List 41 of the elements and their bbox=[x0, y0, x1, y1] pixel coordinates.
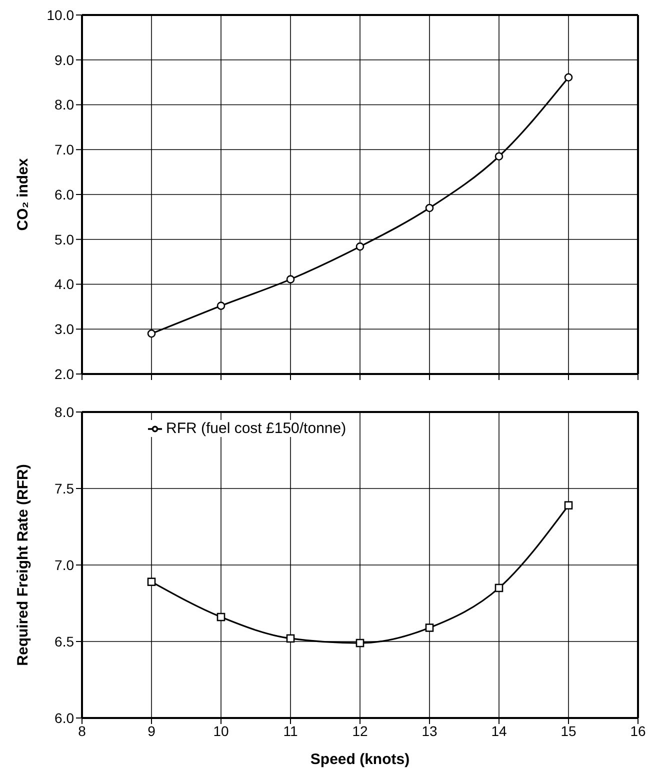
x-tick-label: 10 bbox=[213, 722, 229, 739]
y-axis-title: CO₂ index bbox=[14, 158, 32, 231]
x-tick-label: 8 bbox=[78, 722, 86, 739]
x-tick-label: 9 bbox=[148, 722, 156, 739]
y-tick-label: 7.5 bbox=[54, 480, 74, 496]
point bbox=[216, 302, 226, 310]
x-tick-label: 15 bbox=[560, 722, 576, 739]
y-tick-label: 6.5 bbox=[54, 633, 74, 650]
y-tick-label: 7.0 bbox=[54, 556, 74, 573]
y-tick-label: 3.0 bbox=[54, 321, 74, 338]
point bbox=[494, 152, 504, 161]
point bbox=[286, 275, 295, 284]
y-tick-label: 2.0 bbox=[54, 366, 74, 382]
point bbox=[147, 578, 156, 586]
y-axis-title: Required Freight Rate (RFR) bbox=[14, 464, 32, 666]
legend-label: RFR (fuel cost £150/tonne) bbox=[166, 420, 346, 437]
y-tick-label: 5.0 bbox=[54, 231, 74, 248]
x-tick-label: 11 bbox=[283, 722, 298, 739]
x-tick-label: 12 bbox=[352, 722, 368, 739]
point bbox=[286, 634, 295, 643]
point bbox=[425, 204, 434, 212]
point bbox=[564, 501, 573, 510]
x-tick-label: 13 bbox=[422, 722, 438, 739]
y-tick-label: 9.0 bbox=[54, 52, 74, 68]
y-tick-label: 8.0 bbox=[54, 404, 74, 420]
point bbox=[425, 624, 434, 632]
point bbox=[147, 329, 156, 338]
y-tick-label: 10.0 bbox=[46, 6, 74, 23]
x-axis-title: Speed (knots) bbox=[310, 751, 410, 768]
point bbox=[564, 73, 573, 82]
point bbox=[216, 612, 226, 622]
point bbox=[494, 584, 504, 592]
point bbox=[356, 242, 364, 251]
point bbox=[356, 638, 364, 648]
y-tick-label: 6.0 bbox=[54, 710, 74, 726]
y-tick-label: 6.0 bbox=[54, 186, 74, 202]
x-tick-label: 14 bbox=[491, 722, 507, 739]
y-tick-label: 7.0 bbox=[54, 142, 74, 158]
y-tick-label: 8.0 bbox=[54, 96, 74, 113]
y-tick-label: 4.0 bbox=[54, 276, 74, 292]
x-tick-label: 16 bbox=[630, 722, 646, 739]
